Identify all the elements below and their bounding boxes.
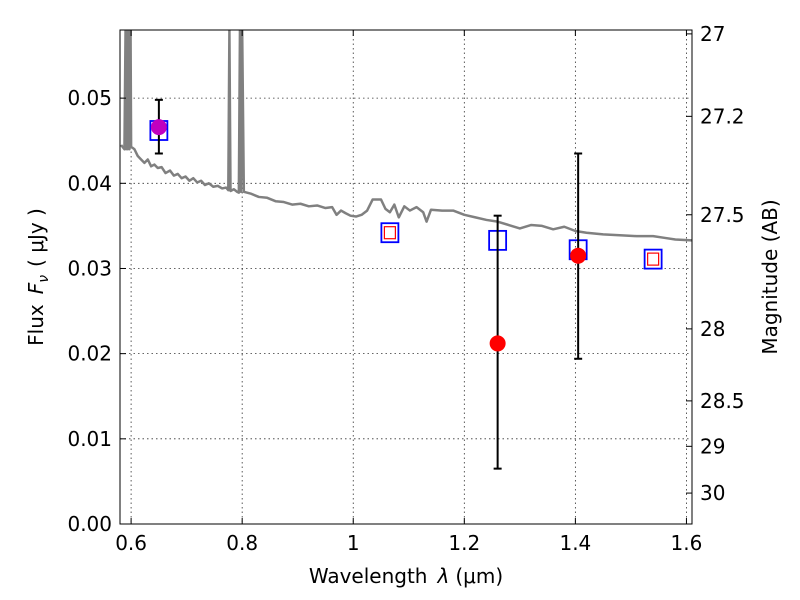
y2-tick-label: 27.2 — [700, 104, 745, 128]
x-tick-label: 1.4 — [559, 531, 591, 555]
y2-tick-label: 28 — [700, 317, 725, 341]
model-photometry-inner-point — [383, 226, 396, 240]
plot-frame — [119, 29, 693, 525]
observed-point — [489, 335, 506, 352]
observed-point — [570, 247, 587, 264]
y2-tick-label: 30 — [700, 481, 725, 505]
y-tick-label: 0.04 — [67, 171, 112, 195]
y-tick-label: 0.02 — [67, 342, 112, 366]
y2-axis-label: Magnitude (AB) — [758, 199, 782, 354]
y-tick-label: 0.01 — [67, 427, 112, 451]
y2-tick-label: 29 — [700, 434, 725, 458]
model-photometry-point — [380, 222, 400, 244]
markers — [149, 98, 663, 470]
plot-area — [120, 30, 692, 242]
x-tick-label: 0.8 — [226, 531, 258, 555]
y-tick-label: 0.03 — [67, 256, 112, 280]
x-tick-label: 1 — [347, 531, 360, 555]
model-photometry-point — [643, 248, 663, 270]
y-axis-label: FluxFν( μJy ) — [24, 208, 52, 346]
model-sed-line — [120, 30, 692, 242]
ticks: 0.6 0.8 1 1.2 1.4 1.6 0.00 0.01 0.02 0.03 0.04 0.05… — [67, 22, 744, 555]
y2-tick-label: 28.5 — [700, 389, 745, 413]
y2-tick-label: 27.5 — [700, 203, 745, 227]
x-tick-label: 1.6 — [671, 531, 703, 555]
observed-point — [150, 119, 167, 136]
y-tick-label: 0.05 — [67, 86, 112, 110]
x-axis-label: Wavelength λ (μm) — [309, 564, 503, 588]
x-tick-label: 0.6 — [115, 531, 147, 555]
x-tick-label: 1.2 — [448, 531, 480, 555]
model-photometry-inner-point — [647, 252, 660, 266]
y-tick-label: 0.00 — [67, 512, 112, 536]
y2-tick-label: 27 — [700, 22, 725, 46]
